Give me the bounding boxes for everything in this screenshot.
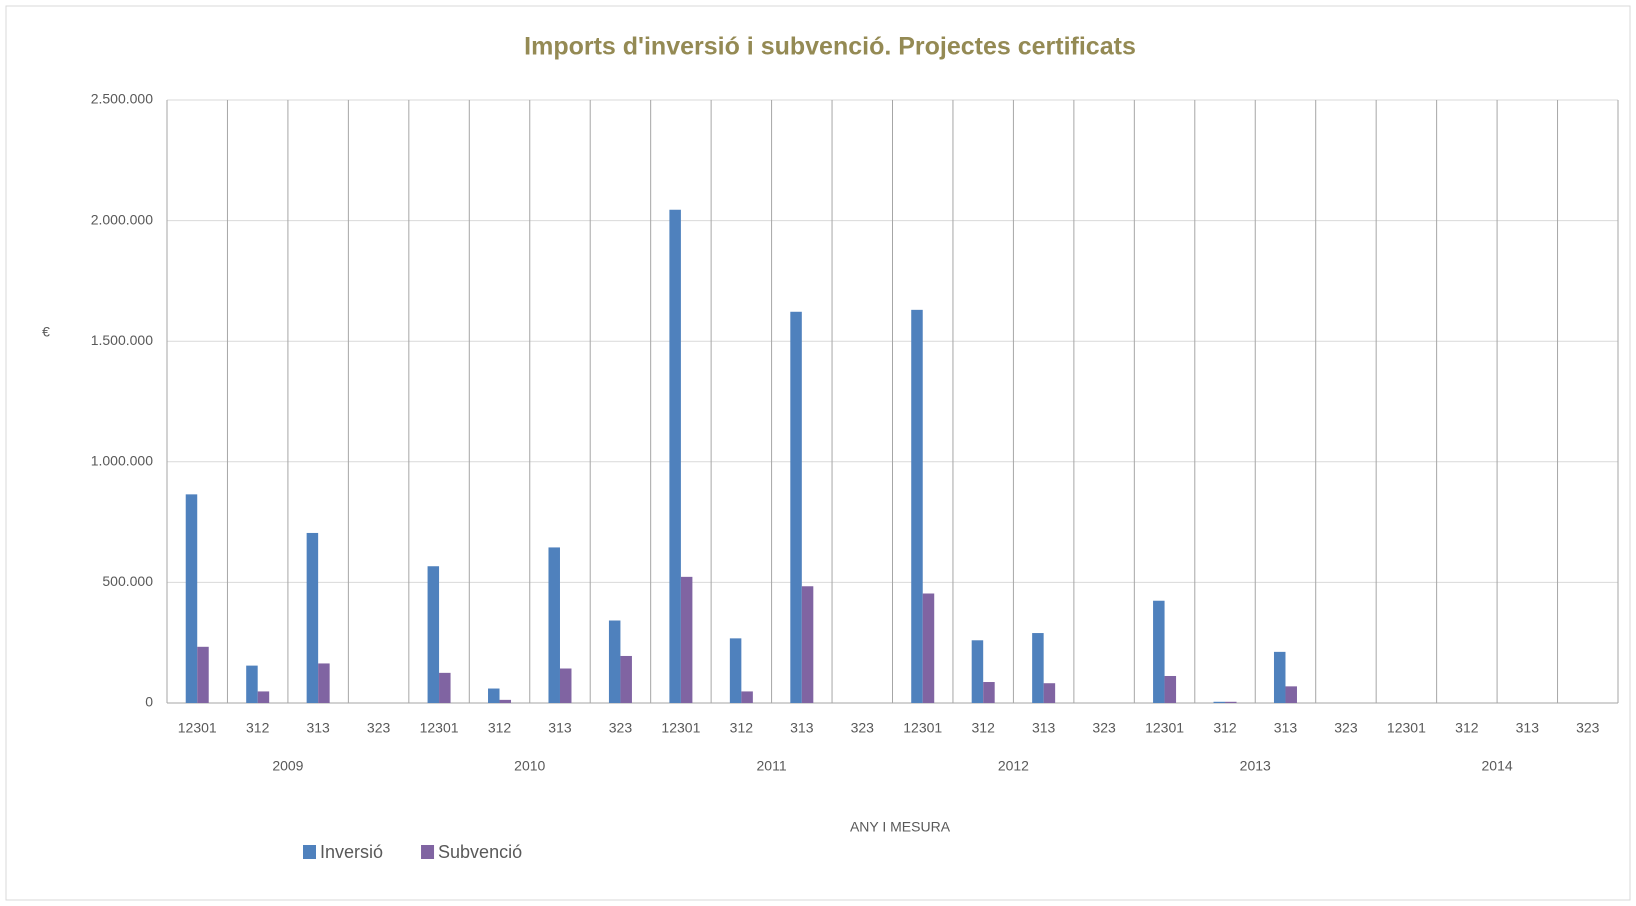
y-tick-label: 500.000: [102, 573, 153, 589]
bar: [729, 638, 742, 703]
bar: [439, 672, 451, 703]
y-tick-label: 0: [145, 694, 153, 710]
y-tick-label: 2.000.000: [91, 211, 153, 227]
x-tick-label: 323: [851, 720, 875, 736]
x-tick-label: 313: [548, 720, 572, 736]
y-tick-label: 2.500.000: [91, 91, 153, 107]
x-tick-label: 313: [306, 720, 330, 736]
x-tick-label: 313: [1032, 720, 1056, 736]
chart-title: Imports d'inversió i subvenció. Projecte…: [524, 33, 1136, 61]
y-tick-label: 1.500.000: [91, 332, 153, 348]
x-tick-label: 323: [367, 720, 391, 736]
bar: [608, 620, 621, 703]
x-tick-label: 312: [972, 720, 996, 736]
legend-swatch: [303, 845, 316, 859]
legend: Inversió: [320, 842, 383, 862]
x-tick-label: 313: [790, 720, 814, 736]
bar: [548, 547, 560, 703]
bar: [620, 655, 632, 703]
group-label: 2009: [272, 758, 303, 774]
x-tick-label: 323: [1334, 720, 1358, 736]
x-tick-label: 312: [1455, 720, 1479, 736]
bar: [318, 663, 330, 703]
bar: [669, 209, 681, 703]
group-label: 2011: [757, 758, 787, 774]
x-tick-label: 12301: [661, 720, 700, 736]
group-label: 2012: [998, 758, 1029, 774]
bar: [801, 586, 814, 703]
x-tick-label: 12301: [178, 720, 217, 736]
bar: [306, 532, 319, 703]
y-axis-label: €: [42, 324, 50, 340]
bar: [499, 699, 512, 703]
x-tick-label: 312: [246, 720, 270, 736]
bar: [1153, 600, 1165, 703]
group-label: 2014: [1482, 758, 1513, 774]
bar: [971, 640, 984, 703]
bar: [1273, 651, 1286, 703]
bar: [488, 688, 500, 703]
bar: [983, 682, 995, 703]
group-label: 2010: [514, 758, 545, 774]
chart-border: [5, 5, 1631, 901]
x-tick-label: 12301: [1387, 720, 1426, 736]
x-tick-label: 313: [1274, 720, 1298, 736]
bar: [1225, 701, 1237, 703]
bar: [911, 309, 923, 703]
x-tick-label: 312: [488, 720, 512, 736]
group-label: 2013: [1240, 758, 1271, 774]
x-tick-label: 312: [1213, 720, 1237, 736]
x-tick-label: 312: [730, 720, 754, 736]
bar: [1164, 675, 1177, 703]
x-tick-label: 323: [609, 720, 633, 736]
bar: [1285, 686, 1297, 703]
bar: [257, 691, 270, 703]
bar: [1043, 683, 1056, 703]
bar: [680, 576, 693, 703]
x-tick-label: 12301: [903, 720, 942, 736]
legend-swatch: [421, 845, 435, 859]
bar: [1213, 701, 1226, 703]
x-tick-label: 323: [1576, 720, 1600, 736]
bar: [559, 668, 572, 703]
x-tick-label: 12301: [1145, 720, 1184, 736]
y-tick-label: 1.000.000: [91, 453, 153, 469]
bar: [185, 494, 198, 703]
bar: [427, 566, 440, 703]
bar: [790, 311, 802, 703]
bar: [246, 665, 258, 703]
x-axis-label: ANY I MESURA: [850, 819, 951, 835]
legend: Subvenció: [438, 842, 522, 862]
x-tick-label: 12301: [420, 720, 459, 736]
x-tick-label: 323: [1092, 720, 1116, 736]
bar: [922, 593, 935, 703]
bar: [741, 691, 753, 703]
bar: [1032, 633, 1044, 703]
bar: [197, 646, 209, 703]
x-tick-label: 313: [1516, 720, 1540, 736]
